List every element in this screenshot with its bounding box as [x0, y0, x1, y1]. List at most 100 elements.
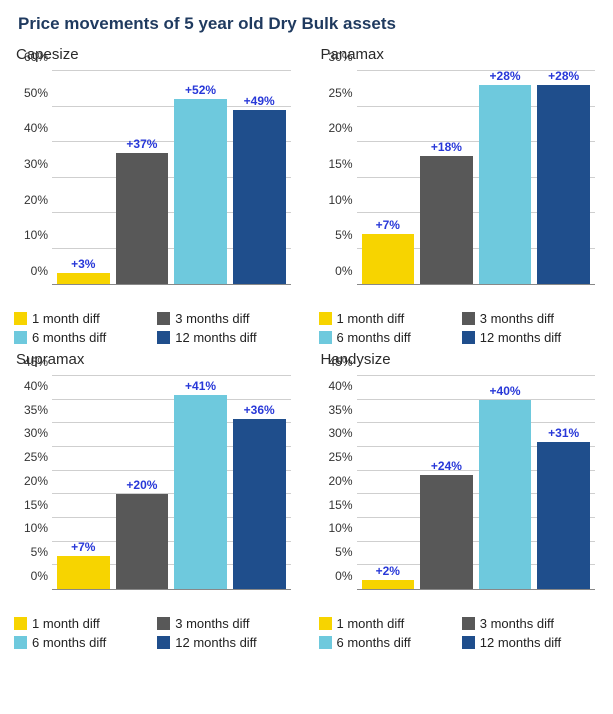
legend-swatch: [157, 636, 170, 649]
y-tick-label: 50%: [14, 86, 48, 100]
bar: [116, 153, 169, 284]
chart: 0%10%20%30%40%50%60%+3%+37%+52%+49%: [14, 67, 295, 305]
bar: [174, 395, 227, 589]
legend: 1 month diff3 months diff6 months diff12…: [14, 616, 295, 650]
y-tick-label: 20%: [319, 121, 353, 135]
bar-wrap: +40%: [476, 376, 535, 589]
legend-item: 3 months diff: [157, 311, 294, 326]
bars: +7% +18% +28% +28%: [357, 71, 596, 284]
bar-value-label: +7%: [376, 218, 400, 232]
legend-label: 3 months diff: [175, 616, 249, 631]
bar: [233, 419, 286, 589]
legend-item: 12 months diff: [462, 635, 599, 650]
legend-swatch: [462, 331, 475, 344]
legend-label: 3 months diff: [480, 311, 554, 326]
legend-label: 6 months diff: [337, 635, 411, 650]
panel-title: Capesize: [16, 46, 295, 63]
bar-wrap: +20%: [113, 376, 172, 589]
y-tick-label: 0%: [14, 569, 48, 583]
y-tick-label: 10%: [319, 193, 353, 207]
legend-item: 1 month diff: [14, 616, 151, 631]
plot-area: +2% +24%+40%+31%: [357, 376, 596, 590]
y-tick-label: 0%: [14, 264, 48, 278]
y-tick-label: 35%: [319, 403, 353, 417]
bar: [537, 442, 590, 589]
plot-area: +7%+20%+41%+36%: [52, 376, 291, 590]
y-tick-label: 60%: [14, 50, 48, 64]
chart: 0%5%10%15%20%25%30%+7%+18%+28%+28%: [319, 67, 600, 305]
bar-value-label: +41%: [185, 379, 216, 393]
y-tick-label: 0%: [319, 569, 353, 583]
legend-swatch: [319, 636, 332, 649]
bar: [57, 273, 110, 284]
legend: 1 month diff3 months diff6 months diff12…: [14, 311, 295, 345]
y-tick-label: 0%: [319, 264, 353, 278]
legend-label: 1 month diff: [32, 616, 100, 631]
bar-value-label: +2%: [376, 564, 400, 578]
y-tick-label: 5%: [14, 545, 48, 559]
chart: 0%5%10%15%20%25%30%35%40%45%+2%+24%+40%+…: [319, 372, 600, 610]
bar-wrap: +24%: [417, 376, 476, 589]
y-tick-label: 15%: [14, 498, 48, 512]
y-tick-label: 5%: [319, 228, 353, 242]
bar-wrap: +41%: [171, 376, 230, 589]
y-tick-label: 10%: [319, 521, 353, 535]
bar: [174, 99, 227, 284]
panel-title: Supramax: [16, 351, 295, 368]
legend-swatch: [157, 331, 170, 344]
bar-wrap: +3%: [54, 71, 113, 284]
y-tick-label: 30%: [14, 157, 48, 171]
legend-swatch: [14, 636, 27, 649]
bar-value-label: +3%: [71, 257, 95, 271]
legend-swatch: [462, 312, 475, 325]
plot-area: +3% +37% +52% +49%: [52, 71, 291, 285]
y-tick-label: 5%: [319, 545, 353, 559]
plot-area: +7% +18% +28% +28%: [357, 71, 596, 285]
legend-item: 1 month diff: [319, 311, 456, 326]
y-tick-label: 15%: [319, 498, 353, 512]
legend-swatch: [319, 617, 332, 630]
bars: +7%+20%+41%+36%: [52, 376, 291, 589]
bar-value-label: +20%: [126, 478, 157, 492]
legend-label: 1 month diff: [337, 616, 405, 631]
panel-title: Panamax: [321, 46, 600, 63]
legend-label: 12 months diff: [175, 635, 256, 650]
bar-wrap: +49%: [230, 71, 289, 284]
bar-value-label: +52%: [185, 83, 216, 97]
legend-label: 12 months diff: [175, 330, 256, 345]
bar: [116, 494, 169, 589]
panel-grid: Capesize0%10%20%30%40%50%60%+3%+37%+52%+…: [14, 44, 599, 650]
y-tick-label: 40%: [14, 379, 48, 393]
legend-swatch: [14, 312, 27, 325]
chart: 0%5%10%15%20%25%30%35%40%45%+7%+20%+41%+…: [14, 372, 295, 610]
y-tick-label: 25%: [14, 450, 48, 464]
legend-item: 6 months diff: [14, 330, 151, 345]
bar-wrap: +28%: [534, 71, 593, 284]
bar-value-label: +37%: [126, 137, 157, 151]
legend-swatch: [319, 331, 332, 344]
legend-item: 6 months diff: [319, 330, 456, 345]
bar-value-label: +28%: [548, 69, 579, 83]
bar-wrap: +18%: [417, 71, 476, 284]
bar: [479, 85, 532, 284]
y-tick-label: 10%: [14, 521, 48, 535]
bar-wrap: +7%: [54, 376, 113, 589]
legend-item: 6 months diff: [319, 635, 456, 650]
bars: +3% +37% +52% +49%: [52, 71, 291, 284]
y-tick-label: 30%: [14, 426, 48, 440]
bar: [479, 400, 532, 589]
page-title: Price movements of 5 year old Dry Bulk a…: [18, 14, 599, 34]
y-tick-label: 45%: [319, 355, 353, 369]
bar-value-label: +28%: [490, 69, 521, 83]
legend-label: 3 months diff: [480, 616, 554, 631]
y-tick-label: 35%: [14, 403, 48, 417]
legend-item: 3 months diff: [462, 311, 599, 326]
bar-wrap: +7%: [359, 71, 418, 284]
legend-swatch: [462, 617, 475, 630]
legend-label: 3 months diff: [175, 311, 249, 326]
y-tick-label: 25%: [319, 450, 353, 464]
panel-panamax: Panamax0%5%10%15%20%25%30%+7%+18%+28%+28…: [319, 44, 600, 345]
bar-wrap: +31%: [534, 376, 593, 589]
legend: 1 month diff 3 months diff 6 months diff 12…: [319, 616, 600, 650]
legend-swatch: [319, 312, 332, 325]
